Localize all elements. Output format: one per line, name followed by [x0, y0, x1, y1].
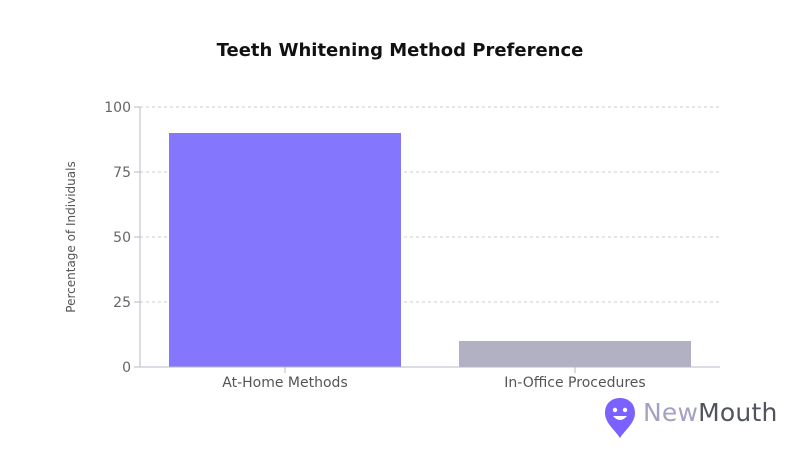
y-tick-label: 75: [113, 165, 131, 181]
x-tick-label: At-Home Methods: [222, 375, 347, 391]
brand-name: NewMouth: [643, 398, 778, 427]
y-tick-label: 100: [104, 100, 131, 116]
brand-name-part1: New: [643, 398, 699, 427]
brand-name-part2: Mouth: [698, 398, 778, 427]
brand-logo: NewMouth: [603, 396, 793, 440]
bar-at-home-methods: [169, 133, 401, 367]
y-ticks: 0 25 50 75 100: [104, 100, 140, 376]
y-axis-title: Percentage of Individuals: [64, 161, 78, 312]
y-tick-label: 0: [122, 360, 131, 376]
chart-title: Teeth Whitening Method Preference: [216, 40, 584, 61]
bars: [169, 133, 691, 367]
bar-in-office-procedures: [459, 341, 691, 367]
y-tick-label: 50: [113, 230, 131, 246]
y-tick-label: 25: [113, 295, 131, 311]
newmouth-logo-icon: [605, 398, 635, 438]
x-ticks: At-Home Methods In-Office Procedures: [222, 367, 646, 391]
x-tick-label: In-Office Procedures: [504, 375, 645, 391]
